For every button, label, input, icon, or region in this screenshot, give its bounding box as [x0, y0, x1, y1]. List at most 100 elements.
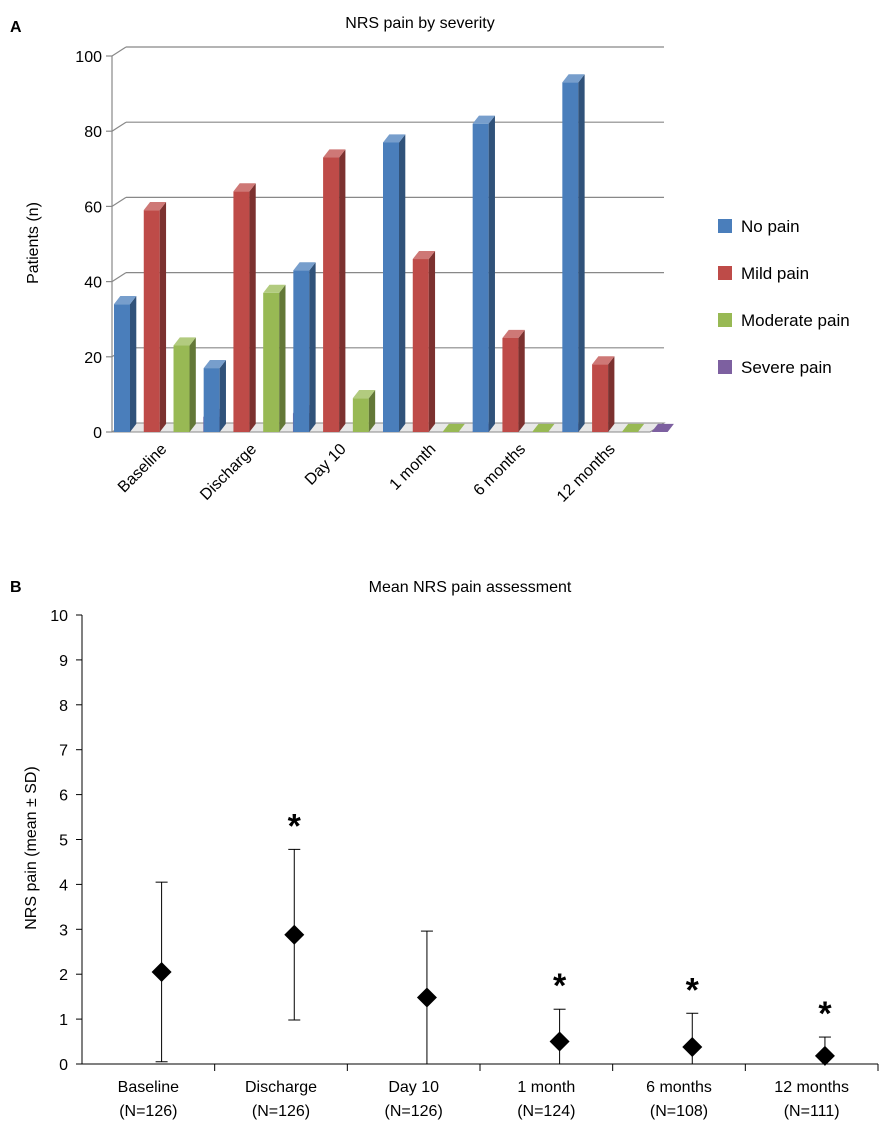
bar-side	[279, 284, 286, 432]
category-label: Baseline	[115, 441, 170, 496]
y-tick-label: 4	[59, 877, 68, 894]
significance-star: *	[818, 995, 832, 1033]
legend-label: No pain	[741, 217, 800, 236]
legend-swatch	[718, 219, 732, 233]
category-label: 1 month	[387, 441, 440, 494]
category-label: Baseline	[118, 1079, 179, 1096]
category-label: Day 10	[302, 441, 350, 489]
bar-top	[472, 115, 495, 124]
bar-top	[173, 337, 196, 346]
mean-diamond-marker	[814, 1045, 835, 1066]
panel-a-bars	[114, 74, 674, 433]
bar-zero-cap	[621, 423, 645, 432]
y-tick-label: 5	[59, 833, 68, 850]
bar-no-pain	[472, 123, 489, 433]
bar-no-pain	[114, 304, 130, 432]
bar-moderate-pain	[352, 398, 369, 432]
panel-b-y-axis-title: NRS pain (mean ± SD)	[23, 766, 40, 930]
panel-a-y-ticks: 0 20 40 60 80 100	[75, 49, 112, 442]
gridline-side	[111, 121, 127, 132]
bar-zero-cap	[651, 423, 674, 432]
category-n-label: (N=108)	[650, 1103, 708, 1120]
bar-top	[352, 390, 376, 399]
y-tick-label: 0	[93, 425, 102, 442]
legend-swatch	[718, 313, 732, 327]
bar-top	[293, 262, 316, 271]
category-n-label: (N=111)	[784, 1103, 840, 1120]
category-label: Day 10	[388, 1079, 439, 1096]
y-tick-label: 100	[75, 49, 102, 66]
category-label: Discharge	[245, 1079, 317, 1096]
category-n-label: (N=126)	[252, 1103, 310, 1120]
y-tick-label: 40	[84, 275, 102, 292]
panel-b-axes	[81, 615, 879, 1071]
bar-side	[249, 183, 256, 432]
mean-diamond-marker	[682, 1036, 703, 1057]
significance-star: *	[288, 807, 302, 845]
bar-moderate-pain	[263, 292, 280, 432]
category-label: 1 month	[517, 1079, 575, 1096]
category-label: 6 months	[471, 441, 530, 500]
bar-mild-pain	[143, 210, 160, 432]
bar-mild-pain	[233, 191, 250, 432]
mean-diamond-marker	[151, 961, 172, 982]
bar-no-pain	[293, 270, 310, 432]
significance-star: *	[686, 971, 700, 1009]
panel-b-letter: B	[10, 579, 22, 596]
bar-no-pain	[203, 368, 220, 432]
bar-top	[502, 329, 525, 338]
bar-mild-pain	[323, 157, 340, 432]
y-tick-label: 10	[50, 608, 68, 625]
bar-top	[203, 359, 226, 369]
mean-diamond-marker	[549, 1031, 570, 1052]
category-n-label: (N=126)	[119, 1103, 177, 1120]
y-tick-label: 1	[59, 1012, 68, 1029]
legend-label: Moderate pain	[741, 311, 850, 330]
legend-label: Mild pain	[741, 264, 809, 283]
y-tick-label: 80	[84, 124, 102, 141]
bar-side	[488, 115, 495, 432]
panel-a-legend: No pain Mild pain Moderate pain Severe pain	[718, 217, 850, 377]
panel-b-y-ticks: 0 1 2 3 4 5 6 7 8 9 10	[50, 608, 82, 1074]
bar-top	[143, 202, 167, 211]
y-tick-label: 6	[59, 788, 68, 805]
bar-moderate-pain	[173, 345, 190, 432]
y-tick-label: 8	[59, 698, 68, 715]
significance-star: *	[553, 967, 567, 1005]
panel-a-y-axis-title: Patients (n)	[25, 202, 42, 284]
panel-a-letter: A	[10, 19, 22, 36]
bar-side	[189, 337, 196, 432]
bar-side	[399, 134, 406, 432]
panel-b-points: * * * *	[151, 807, 835, 1066]
y-tick-label: 7	[59, 743, 68, 760]
bar-zero-cap	[532, 423, 555, 432]
gridline-side	[111, 196, 127, 207]
category-label: 12 months	[554, 441, 619, 506]
bar-side	[309, 262, 316, 432]
category-n-label: (N=126)	[385, 1103, 443, 1120]
bar-side	[578, 74, 585, 432]
category-label: 12 months	[774, 1079, 849, 1096]
category-label: Discharge	[197, 441, 260, 504]
y-tick-label: 0	[59, 1057, 68, 1074]
bar-mild-pain	[592, 364, 609, 432]
bar-side	[339, 149, 346, 433]
bar-top	[233, 183, 256, 192]
bar-top	[263, 284, 286, 293]
mean-diamond-marker	[284, 924, 305, 945]
bar-top	[323, 149, 346, 158]
legend-label: Severe pain	[741, 358, 832, 377]
bar-zero-cap	[442, 423, 465, 432]
category-label: 6 months	[646, 1079, 712, 1096]
category-n-label: (N=124)	[517, 1103, 575, 1120]
bar-side	[518, 329, 525, 432]
panel-a-category-labels: Baseline Discharge Day 10 1 month 6 months 12…	[115, 441, 619, 506]
bar-side	[219, 359, 226, 432]
panel-b-title: Mean NRS pain assessment	[369, 579, 572, 596]
bar-no-pain	[562, 82, 579, 432]
bar-top	[383, 134, 406, 143]
legend-swatch	[718, 360, 732, 374]
bar-mild-pain	[502, 338, 519, 432]
legend-swatch	[718, 266, 732, 280]
